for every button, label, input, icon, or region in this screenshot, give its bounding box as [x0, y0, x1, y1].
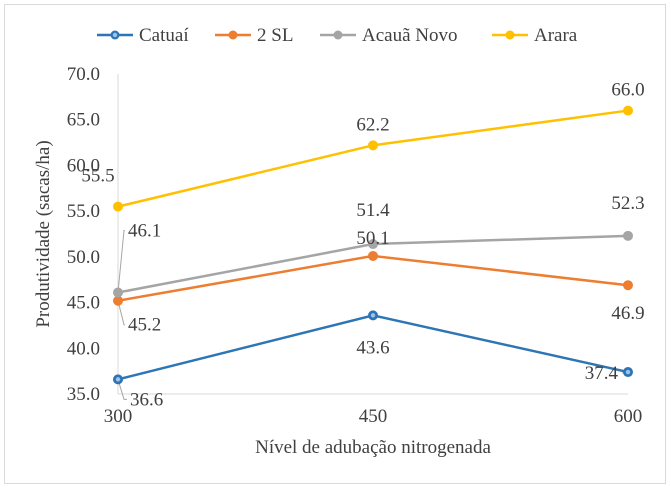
leader-lines — [117, 230, 629, 400]
legend-marker — [505, 30, 515, 40]
data-point — [623, 280, 633, 291]
legend-marker — [228, 30, 238, 40]
legend-marker-center — [112, 32, 118, 38]
data-point — [623, 105, 633, 116]
data-point — [368, 239, 378, 250]
data-point — [623, 230, 633, 241]
legend-item: Catuaí — [97, 25, 189, 46]
y-tick-label: 60.0 — [67, 155, 100, 176]
data-label: 37.4 — [585, 363, 619, 384]
legend: Catuaí 2 SL Acauã Novo Arara — [97, 25, 578, 46]
legend-label: Arara — [534, 25, 578, 46]
label-leader-line — [117, 300, 125, 326]
y-axis-ticks: 35.0 40.0 45.0 50.0 55.0 60.0 65.0 70.0 — [67, 64, 100, 405]
legend-label: 2 SL — [257, 25, 293, 46]
chart-container: Catuaí 2 SL Acauã Novo Arara 35.0 40.0 45.0 50… — [4, 4, 666, 484]
series-points — [113, 105, 633, 385]
y-tick-label: 65.0 — [67, 110, 100, 131]
data-point-center — [370, 313, 376, 318]
x-tick-label: 450 — [359, 406, 388, 427]
data-point — [113, 201, 123, 212]
y-tick-label: 50.0 — [67, 247, 100, 268]
y-tick-label: 45.0 — [67, 293, 100, 314]
y-tick-label: 55.0 — [67, 201, 100, 222]
legend-item: Acauã Novo — [320, 25, 458, 46]
data-point — [113, 295, 123, 306]
data-label: 62.2 — [356, 114, 389, 135]
data-label: 45.2 — [128, 315, 161, 336]
x-tick-label: 600 — [614, 406, 643, 427]
label-leader-line — [117, 230, 125, 293]
x-axis-title: Nível de adubação nitrogenada — [255, 437, 491, 458]
data-label: 46.9 — [611, 303, 644, 324]
data-labels: 36.6 43.6 37.4 45.2 50.1 46.9 46.1 51.4 52.3 55.5… — [81, 80, 644, 411]
y-tick-label: 40.0 — [67, 338, 100, 359]
label-leader-line — [117, 379, 127, 400]
legend-item: 2 SL — [215, 25, 293, 46]
y-axis-title: Produtividade (sacas/ha) — [33, 140, 54, 327]
x-tick-label: 300 — [104, 406, 133, 427]
data-label: 51.4 — [356, 200, 390, 221]
data-point-center — [625, 369, 631, 375]
legend-item: Arara — [492, 25, 578, 46]
legend-marker — [333, 30, 343, 40]
data-label: 66.0 — [611, 80, 644, 101]
data-point — [368, 250, 378, 261]
data-label: 46.1 — [128, 221, 161, 242]
data-label: 52.3 — [611, 193, 644, 214]
data-label: 43.6 — [356, 337, 389, 358]
x-axis-ticks: 300 450 600 — [104, 406, 643, 427]
legend-label: Acauã Novo — [362, 25, 458, 46]
data-label: 36.6 — [130, 389, 163, 410]
data-point — [113, 287, 123, 298]
data-point — [368, 140, 378, 151]
data-label: 55.5 — [81, 166, 114, 187]
axes — [117, 74, 628, 395]
line-chart: Catuaí 2 SL Acauã Novo Arara 35.0 40.0 45.0 50… — [33, 25, 645, 458]
data-label: 50.1 — [356, 228, 389, 249]
y-tick-label: 70.0 — [67, 64, 100, 85]
legend-label: Catuaí — [139, 25, 189, 46]
data-point-center — [115, 377, 121, 382]
y-tick-label: 35.0 — [67, 384, 100, 405]
